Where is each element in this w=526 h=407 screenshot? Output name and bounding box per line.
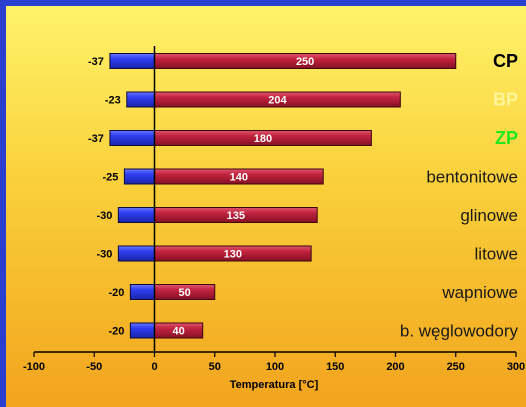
category-label-2: ZP (495, 128, 518, 148)
data-label-positive-1: 204 (268, 95, 287, 107)
plot-background (6, 6, 526, 407)
data-label-positive-7: 40 (172, 326, 184, 338)
data-label-positive-0: 250 (296, 56, 314, 68)
x-tick-label-7: 250 (447, 361, 465, 373)
bar-negative-0 (109, 53, 155, 69)
category-label-5: litowe (475, 245, 518, 264)
x-tick-label-1: -50 (86, 361, 102, 373)
data-label-negative-6: -20 (108, 287, 124, 299)
x-tick-label-6: 200 (386, 361, 404, 373)
data-label-positive-2: 180 (254, 133, 272, 145)
data-label-negative-7: -20 (108, 326, 124, 338)
data-label-negative-5: -30 (96, 249, 112, 261)
data-label-positive-4: 135 (227, 210, 245, 222)
bar-negative-1 (126, 91, 156, 108)
bar-negative-3 (123, 168, 155, 185)
category-label-6: wapniowe (441, 283, 518, 302)
data-label-negative-3: -25 (102, 172, 118, 184)
x-tick-label-5: 150 (326, 361, 344, 373)
category-label-4: glinowe (460, 206, 518, 225)
data-label-negative-1: -23 (105, 95, 121, 107)
category-label-3: bentonitowe (426, 168, 518, 187)
data-label-positive-3: 140 (230, 172, 248, 184)
bar-negative-4 (117, 207, 155, 223)
x-tick-label-4: 100 (266, 361, 284, 373)
x-tick-label-0: -100 (23, 361, 45, 373)
bar-negative-6 (129, 284, 156, 300)
category-label-1: BP (493, 90, 518, 110)
category-label-7: b. węglowodory (400, 322, 519, 341)
data-label-positive-5: 130 (224, 249, 242, 261)
range-bar-chart: -37 250 CP -23 204 BP -37 180 ZP -25 140 bentonitow… (6, 6, 526, 407)
bar-negative-5 (117, 245, 155, 262)
category-label-0: CP (493, 51, 518, 71)
x-tick-label-2: 0 (151, 361, 157, 373)
x-tick-label-3: 50 (209, 361, 221, 373)
x-axis-label: Temperatura [°C] (230, 379, 319, 391)
data-label-positive-6: 50 (179, 287, 191, 299)
x-tick-label-8: 300 (507, 361, 525, 373)
bar-negative-7 (129, 322, 156, 339)
bar-negative-2 (109, 130, 155, 146)
data-label-negative-0: -37 (88, 56, 104, 68)
data-label-negative-2: -37 (88, 133, 104, 145)
data-label-negative-4: -30 (96, 210, 112, 222)
